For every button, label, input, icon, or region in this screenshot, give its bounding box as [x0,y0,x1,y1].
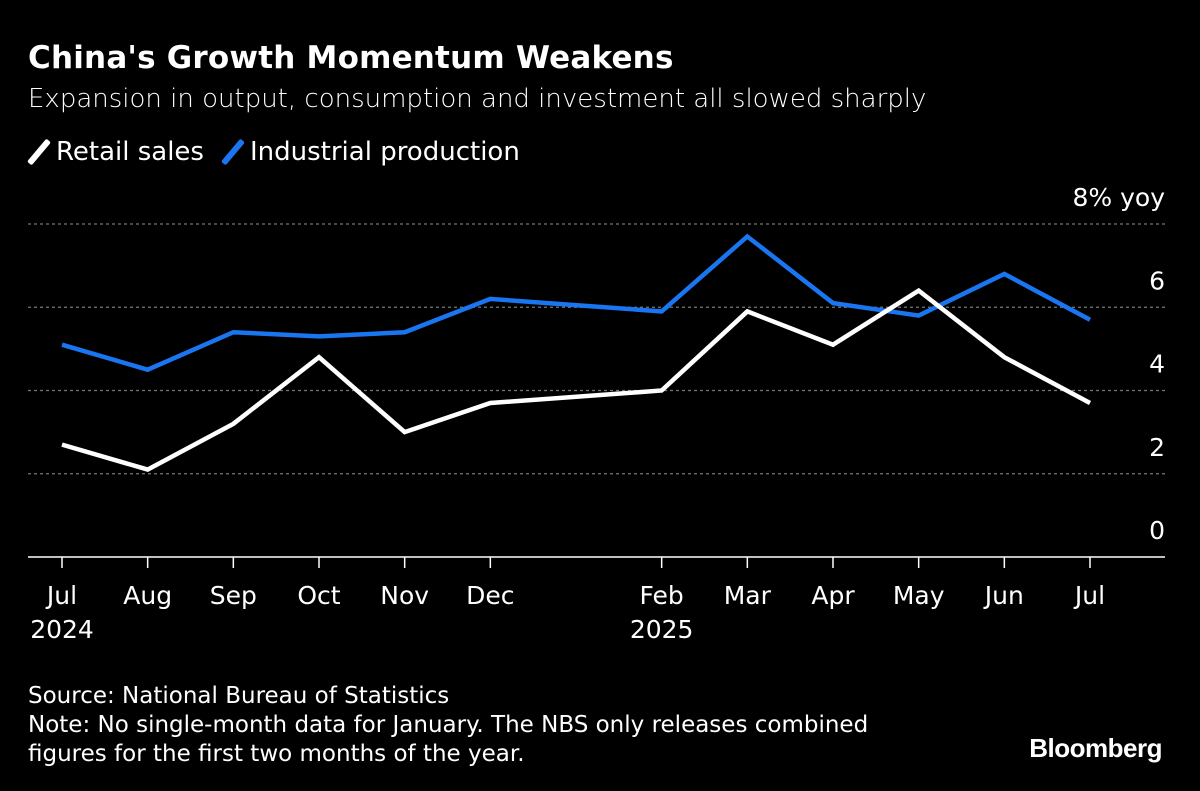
source-note: Source: National Bureau of Statistics [28,683,450,709]
chart-title: China's Growth Momentum Weakens [28,40,674,76]
chart-subtitle: Expansion in output, consumption and inv… [28,84,927,114]
note-line-1: Note: No single-month data for January. … [28,712,869,738]
legend-label-industrial: Industrial production [249,137,520,167]
x-tick-label: Jul [1073,581,1105,610]
legend-item-retail: Retail sales [27,137,204,167]
x-tick-label: Apr [811,581,855,610]
y-tick-label: 6 [1149,266,1165,295]
y-tick-label: 2 [1149,433,1165,462]
x-tick-year: 2024 [30,615,94,644]
bloomberg-logo: Bloomberg [1029,733,1162,763]
footer: Source: National Bureau of Statistics No… [28,682,868,769]
y-tick-label: 8% yoy [1073,183,1166,212]
series-line-industrial-production [61,233,1092,373]
x-tick-label: Mar [724,581,772,610]
y-tick-label: 0 [1149,516,1165,545]
x-tick-label: Dec [466,581,514,610]
series-line-retail-sales [61,287,1092,473]
x-tick-label: Jul [45,581,77,610]
legend: Retail sales Industrial production [27,137,528,167]
x-tick-label: Nov [380,581,429,610]
x-tick-label: Jun [983,581,1024,610]
note-line-2: figures for the first two months of the … [28,741,525,767]
y-tick-label: 4 [1149,350,1165,379]
x-tick-label: Feb [640,581,684,610]
x-tick-label: May [893,581,945,610]
legend-item-industrial: Industrial production [221,137,520,167]
x-tick-year: 2025 [630,615,694,644]
legend-label-retail: Retail sales [56,137,204,167]
x-tick-label: Oct [297,581,340,610]
x-tick-label: Sep [210,581,257,610]
x-tick-label: Aug [123,581,172,610]
